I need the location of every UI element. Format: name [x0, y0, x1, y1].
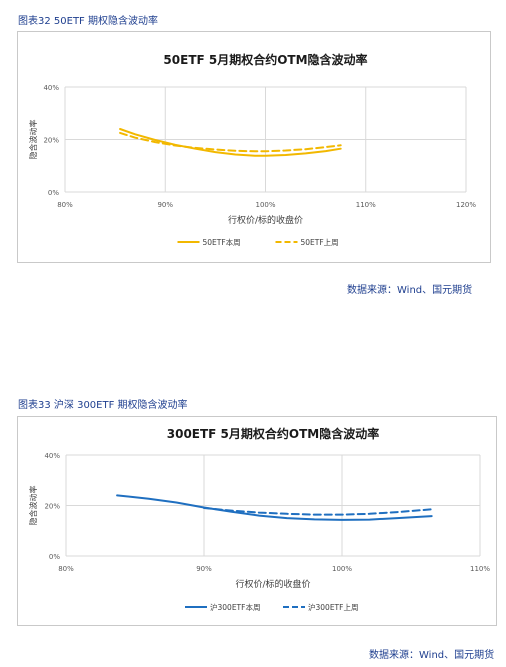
chart-frame: 50ETF 5月期权合约OTM隐含波动率 80% 90% 100% 110% 120% 0%…	[17, 31, 491, 263]
series-line	[116, 494, 433, 521]
x-tick-label: 90%	[157, 201, 173, 209]
x-tick-label: 120%	[456, 201, 476, 209]
legend-label: 沪300ETF上周	[308, 602, 358, 612]
series-line	[203, 507, 433, 516]
series-line	[119, 128, 342, 157]
data-source: 数据来源：Wind、国元期货	[347, 285, 473, 296]
figure-caption: 图表32 50ETF 期权隐含波动率	[18, 16, 158, 27]
y-tick-label: 0%	[48, 189, 59, 197]
data-source: 数据来源：Wind、国元期货	[369, 650, 495, 661]
x-tick-label: 80%	[58, 565, 74, 573]
y-tick-label: 20%	[43, 137, 59, 145]
series-line	[119, 131, 342, 153]
y-tick-label: 40%	[43, 84, 59, 92]
x-axis-label: 行权价/标的收盘价	[235, 578, 310, 590]
x-tick-label: 110%	[356, 201, 376, 209]
y-tick-label: 20%	[44, 503, 60, 511]
legend-label: 沪300ETF本周	[210, 602, 260, 612]
chart-title: 300ETF 5月期权合约OTM隐含波动率	[167, 426, 380, 441]
implied-vol-chart-300etf: 300ETF 5月期权合约OTM隐含波动率 80% 90% 100% 110% 0% 20%…	[28, 426, 490, 612]
x-tick-label: 100%	[255, 201, 275, 209]
y-axis-label: 隐含波动率	[28, 486, 38, 526]
implied-vol-chart-50etf: 50ETF 5月期权合约OTM隐含波动率 80% 90% 100% 110% 120% 0%…	[28, 52, 476, 247]
legend-label: 50ETF本周	[203, 237, 241, 247]
x-axis-label: 行权价/标的收盘价	[228, 214, 303, 226]
chart-title: 50ETF 5月期权合约OTM隐含波动率	[163, 52, 367, 67]
x-tick-label: 110%	[470, 565, 490, 573]
x-tick-label: 90%	[196, 565, 212, 573]
x-tick-label: 80%	[57, 201, 73, 209]
y-axis-label: 隐含波动率	[28, 120, 38, 160]
chart-frame: 300ETF 5月期权合约OTM隐含波动率 80% 90% 100% 110% 0% 20%…	[17, 416, 497, 626]
x-tick-label: 100%	[332, 565, 352, 573]
y-tick-label: 40%	[44, 452, 60, 460]
figure-caption: 图表33 沪深 300ETF 期权隐含波动率	[18, 400, 188, 411]
y-tick-label: 0%	[49, 553, 60, 561]
legend-label: 50ETF上周	[301, 238, 339, 247]
